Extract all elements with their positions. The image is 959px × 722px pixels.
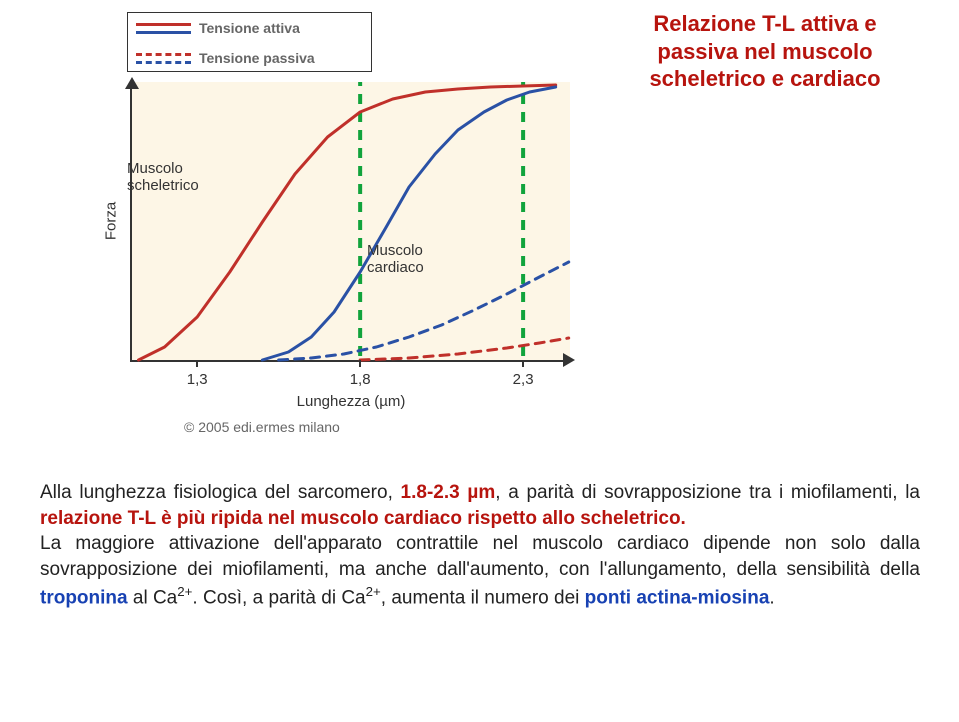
curves-svg xyxy=(132,82,572,362)
title-line1: Relazione T-L attiva e xyxy=(653,11,876,36)
annotation-cardiac: Muscolo cardiaco xyxy=(367,242,424,277)
title-line3: scheletrico e cardiaco xyxy=(649,66,880,91)
p2g: . xyxy=(769,587,774,608)
p2b: troponina xyxy=(40,587,128,608)
body-text: Alla lunghezza fisiologica del sarcomero… xyxy=(40,480,920,611)
p1b: 1.8-2.3 µm xyxy=(401,482,496,503)
annotation-skeletal: Muscolo scheletrico xyxy=(127,160,199,195)
x-tick xyxy=(196,360,198,367)
p2a: La maggiore attivazione dell'apparato co… xyxy=(40,533,920,580)
p1a: Alla lunghezza fisiologica del sarcomero… xyxy=(40,482,401,503)
title-line2: passiva nel muscolo xyxy=(657,39,872,64)
p2e: , aumenta il numero dei xyxy=(381,587,585,608)
p2d: . Così, a parità di Ca xyxy=(192,587,365,608)
p1d: relazione T-L è più ripida nel muscolo c… xyxy=(40,508,686,529)
x-axis-label: Lunghezza (µm) xyxy=(297,393,406,410)
x-tick xyxy=(359,360,361,367)
y-axis-label: Forza xyxy=(103,202,120,240)
copyright: © 2005 edi.ermes milano xyxy=(184,419,340,435)
slide: Tensione attiva Tensione passiva Relazio… xyxy=(0,0,959,722)
x-tick-label: 2,3 xyxy=(513,371,534,388)
x-tick-label: 1,3 xyxy=(187,371,208,388)
chart: Forza Lunghezza (µm) Muscolo scheletrico… xyxy=(60,12,630,442)
title: Relazione T-L attiva e passiva nel musco… xyxy=(600,10,930,93)
p1c: , a parità di sovrapposizione tra i miof… xyxy=(495,482,920,503)
p2c: al Ca xyxy=(128,587,178,608)
x-tick-label: 1,8 xyxy=(350,371,371,388)
x-tick xyxy=(522,360,524,367)
plot-area: Forza Lunghezza (µm) Muscolo scheletrico… xyxy=(130,82,570,362)
p2f: ponti actina-miosina xyxy=(585,587,770,608)
